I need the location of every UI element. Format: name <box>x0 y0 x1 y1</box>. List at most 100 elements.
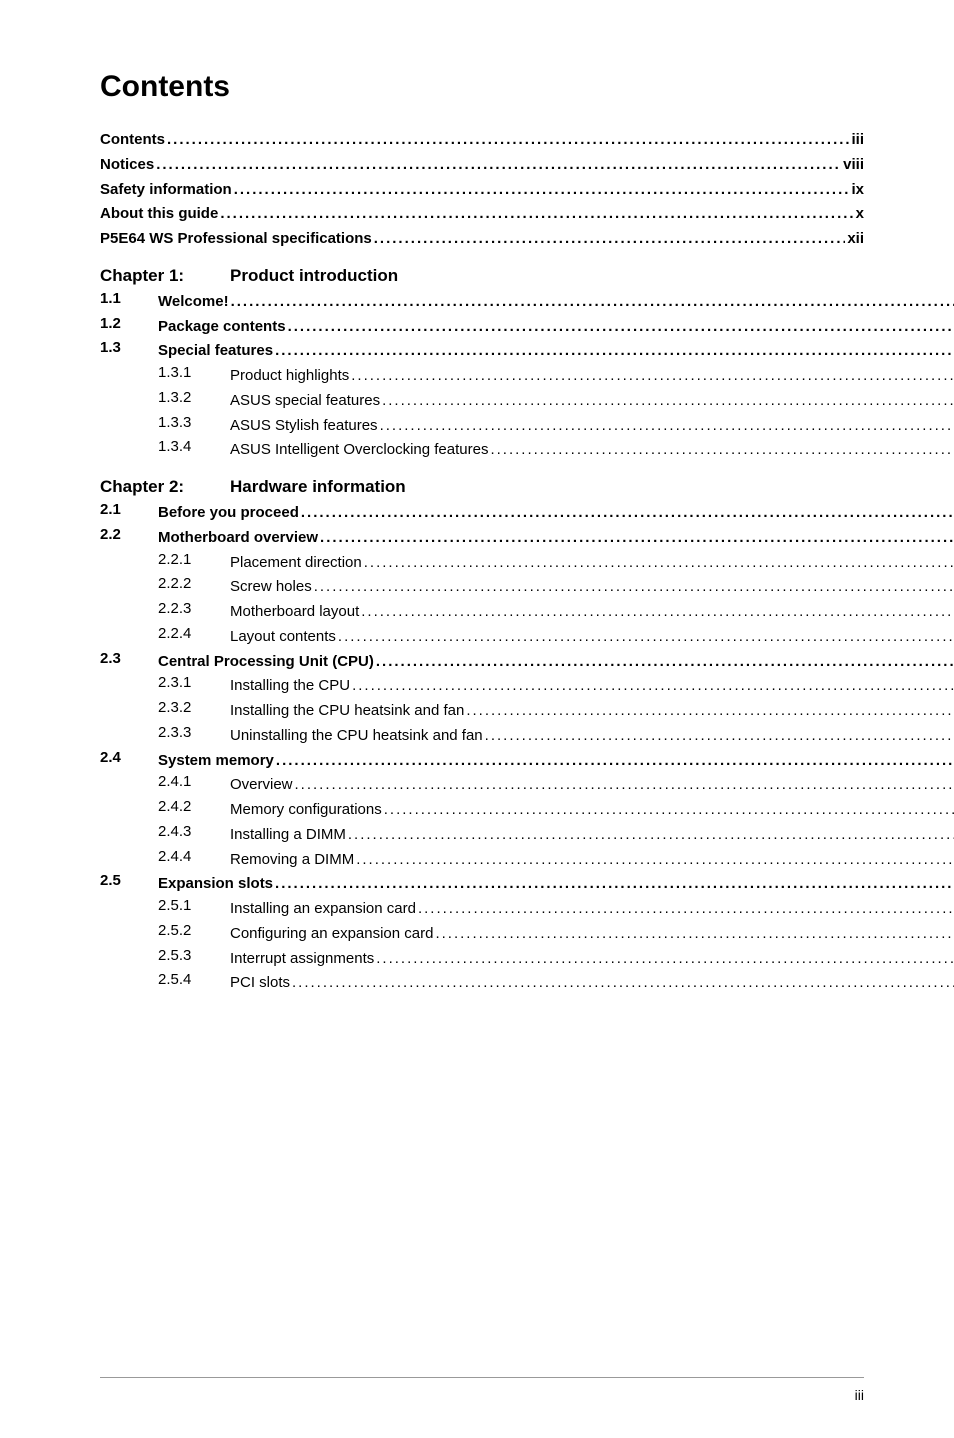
toc-label: Configuring an expansion card <box>230 922 433 947</box>
toc-label: ASUS special features <box>230 389 380 414</box>
toc-entry: About this guide x <box>100 202 864 227</box>
toc-label: About this guide <box>100 202 218 227</box>
subsection-row: 2.5.3Interrupt assignments 2-17 <box>100 947 864 972</box>
toc-leader-dots <box>364 551 954 576</box>
toc-label: System memory <box>158 749 274 774</box>
section-number: 2.3 <box>100 650 158 675</box>
toc-leader-dots <box>288 315 954 340</box>
toc-entry: P5E64 WS Professional specifications xii <box>100 227 864 252</box>
indent-spacer <box>100 848 158 873</box>
toc-entry: PCI slots 2-18 <box>230 971 954 996</box>
toc-entry: ASUS Intelligent Overclocking features 1… <box>230 438 954 463</box>
section-number: 1.2 <box>100 315 158 340</box>
toc-entry: Placement direction 2-2 <box>230 551 954 576</box>
toc-leader-dots <box>292 971 954 996</box>
toc-leader-dots <box>320 526 954 551</box>
subsection-number: 2.4.1 <box>158 773 230 798</box>
toc-entry: Expansion slots 2-16 <box>158 872 954 897</box>
section-number: 2.1 <box>100 501 158 526</box>
toc-label: Interrupt assignments <box>230 947 374 972</box>
toc-entry: Product highlights 1-2 <box>230 364 954 389</box>
toc-entry: Motherboard layout 2-3 <box>230 600 954 625</box>
chapter-label: Chapter 2: <box>100 477 230 497</box>
toc-entry: Uninstalling the CPU heatsink and fan 2-… <box>230 724 954 749</box>
indent-spacer <box>100 971 158 996</box>
subsection-number: 2.2.4 <box>158 625 230 650</box>
toc-label: Installing the CPU <box>230 674 350 699</box>
toc-leader-dots <box>348 823 954 848</box>
toc-leader-dots <box>384 798 954 823</box>
subsection-number: 2.3.1 <box>158 674 230 699</box>
page-number: iii <box>855 1387 864 1403</box>
toc-entry: Safety information ix <box>100 178 864 203</box>
toc-label: Notices <box>100 153 154 178</box>
toc-label: Installing a DIMM <box>230 823 346 848</box>
subsection-row: 2.2.1Placement direction 2-2 <box>100 551 864 576</box>
indent-spacer <box>100 625 158 650</box>
subsection-number: 2.3.2 <box>158 699 230 724</box>
toc-label: Removing a DIMM <box>230 848 354 873</box>
toc-leader-dots <box>351 364 954 389</box>
indent-spacer <box>100 947 158 972</box>
toc-entry: Interrupt assignments 2-17 <box>230 947 954 972</box>
toc-leader-dots <box>435 922 954 947</box>
chapter-heading: Chapter 1:Product introduction <box>100 266 864 286</box>
subsection-number: 2.5.4 <box>158 971 230 996</box>
indent-spacer <box>100 438 158 463</box>
toc-label: Placement direction <box>230 551 362 576</box>
toc-leader-dots <box>490 438 954 463</box>
indent-spacer <box>100 724 158 749</box>
subsection-row: 1.3.1Product highlights 1-2 <box>100 364 864 389</box>
subsection-number: 1.3.1 <box>158 364 230 389</box>
toc-label: Welcome! <box>158 290 229 315</box>
toc-leader-dots <box>380 414 954 439</box>
subsection-row: 2.4.2Memory configurations 2-14 <box>100 798 864 823</box>
subsection-row: 2.2.4Layout contents 2-4 <box>100 625 864 650</box>
toc-leader-dots <box>338 625 954 650</box>
section-row: 2.5Expansion slots 2-16 <box>100 872 864 897</box>
toc-entry: ASUS special features 1-4 <box>230 389 954 414</box>
toc-leader-dots <box>220 202 853 227</box>
section-row: 2.3Central Processing Unit (CPU) 2-6 <box>100 650 864 675</box>
subsection-row: 2.4.1Overview 2-13 <box>100 773 864 798</box>
subsection-row: 1.3.3ASUS Stylish features 1-7 <box>100 414 864 439</box>
indent-spacer <box>100 389 158 414</box>
toc-entry: Overview 2-13 <box>230 773 954 798</box>
toc-leader-dots <box>156 153 841 178</box>
toc-label: Special features <box>158 339 273 364</box>
toc-entry: Welcome! 1-1 <box>158 290 954 315</box>
toc-label: PCI slots <box>230 971 290 996</box>
toc-leader-dots <box>361 600 954 625</box>
toc-label: Expansion slots <box>158 872 273 897</box>
indent-spacer <box>100 551 158 576</box>
toc-label: Uninstalling the CPU heatsink and fan <box>230 724 483 749</box>
toc-leader-dots <box>374 227 846 252</box>
toc-label: Safety information <box>100 178 232 203</box>
toc-page: xii <box>847 227 864 252</box>
subsection-number: 2.2.2 <box>158 575 230 600</box>
toc-entry: Installing the CPU heatsink and fan 2-9 <box>230 699 954 724</box>
toc-label: Installing an expansion card <box>230 897 416 922</box>
toc-entry: Screw holes 2-2 <box>230 575 954 600</box>
toc-entry: Package contents 1-1 <box>158 315 954 340</box>
toc-entry: Contents iii <box>100 128 864 153</box>
toc-label: Memory configurations <box>230 798 382 823</box>
section-row: 2.1Before you proceed 2-1 <box>100 501 864 526</box>
toc-entry: Central Processing Unit (CPU) 2-6 <box>158 650 954 675</box>
subsection-row: 2.5.4PCI slots 2-18 <box>100 971 864 996</box>
indent-spacer <box>100 414 158 439</box>
section-row: 1.1Welcome! 1-1 <box>100 290 864 315</box>
chapter-title: Hardware information <box>230 477 406 497</box>
toc-entry: Configuring an expansion card 2-16 <box>230 922 954 947</box>
toc-leader-dots <box>301 501 954 526</box>
toc-leader-dots <box>167 128 849 153</box>
subsection-row: 2.3.2Installing the CPU heatsink and fan… <box>100 699 864 724</box>
toc-leader-dots <box>231 290 954 315</box>
toc-entry: System memory 2-13 <box>158 749 954 774</box>
subsection-number: 2.4.2 <box>158 798 230 823</box>
subsection-number: 1.3.4 <box>158 438 230 463</box>
indent-spacer <box>100 922 158 947</box>
subsection-number: 2.2.3 <box>158 600 230 625</box>
subsection-number: 2.5.2 <box>158 922 230 947</box>
subsection-number: 2.4.3 <box>158 823 230 848</box>
